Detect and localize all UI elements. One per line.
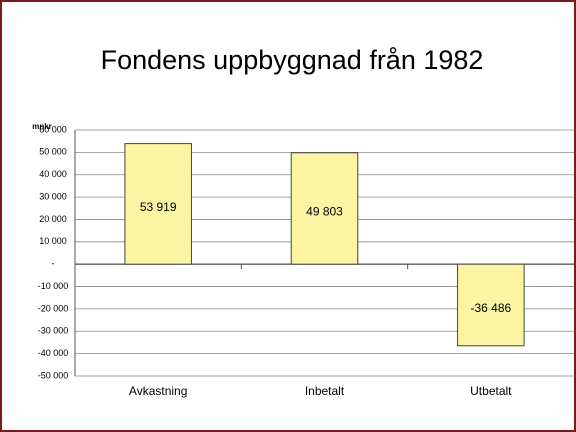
x-tick-label: Utbetalt (470, 384, 512, 398)
y-tick-label: -30 000 (38, 326, 69, 336)
bar (124, 143, 192, 265)
value-label: 53 919 (140, 200, 177, 214)
y-tick-label: - (52, 259, 55, 269)
y-tick-label: -50 000 (38, 370, 69, 380)
chart-title: Fondens uppbyggnad från 1982 (101, 45, 484, 75)
y-tick-label: 40 000 (39, 169, 67, 179)
x-tick-label: Avkastning (129, 384, 187, 398)
y-tick-label: 50 000 (39, 147, 67, 157)
bar (290, 152, 359, 265)
y-tick-label: -10 000 (38, 281, 69, 291)
y-tick-label: 60 000 (39, 124, 67, 134)
y-tick-label: 20 000 (39, 214, 67, 224)
value-label: -36 486 (470, 301, 511, 315)
y-tick-label: 30 000 (39, 191, 67, 201)
y-axis-label: mnkr (32, 122, 52, 131)
value-label: 49 803 (306, 205, 343, 219)
bar (457, 263, 525, 347)
y-tick-label: -20 000 (38, 303, 69, 313)
x-tick-label: Inbetalt (305, 384, 345, 398)
y-tick-label: -40 000 (38, 348, 69, 358)
y-tick-label: 10 000 (39, 236, 67, 246)
